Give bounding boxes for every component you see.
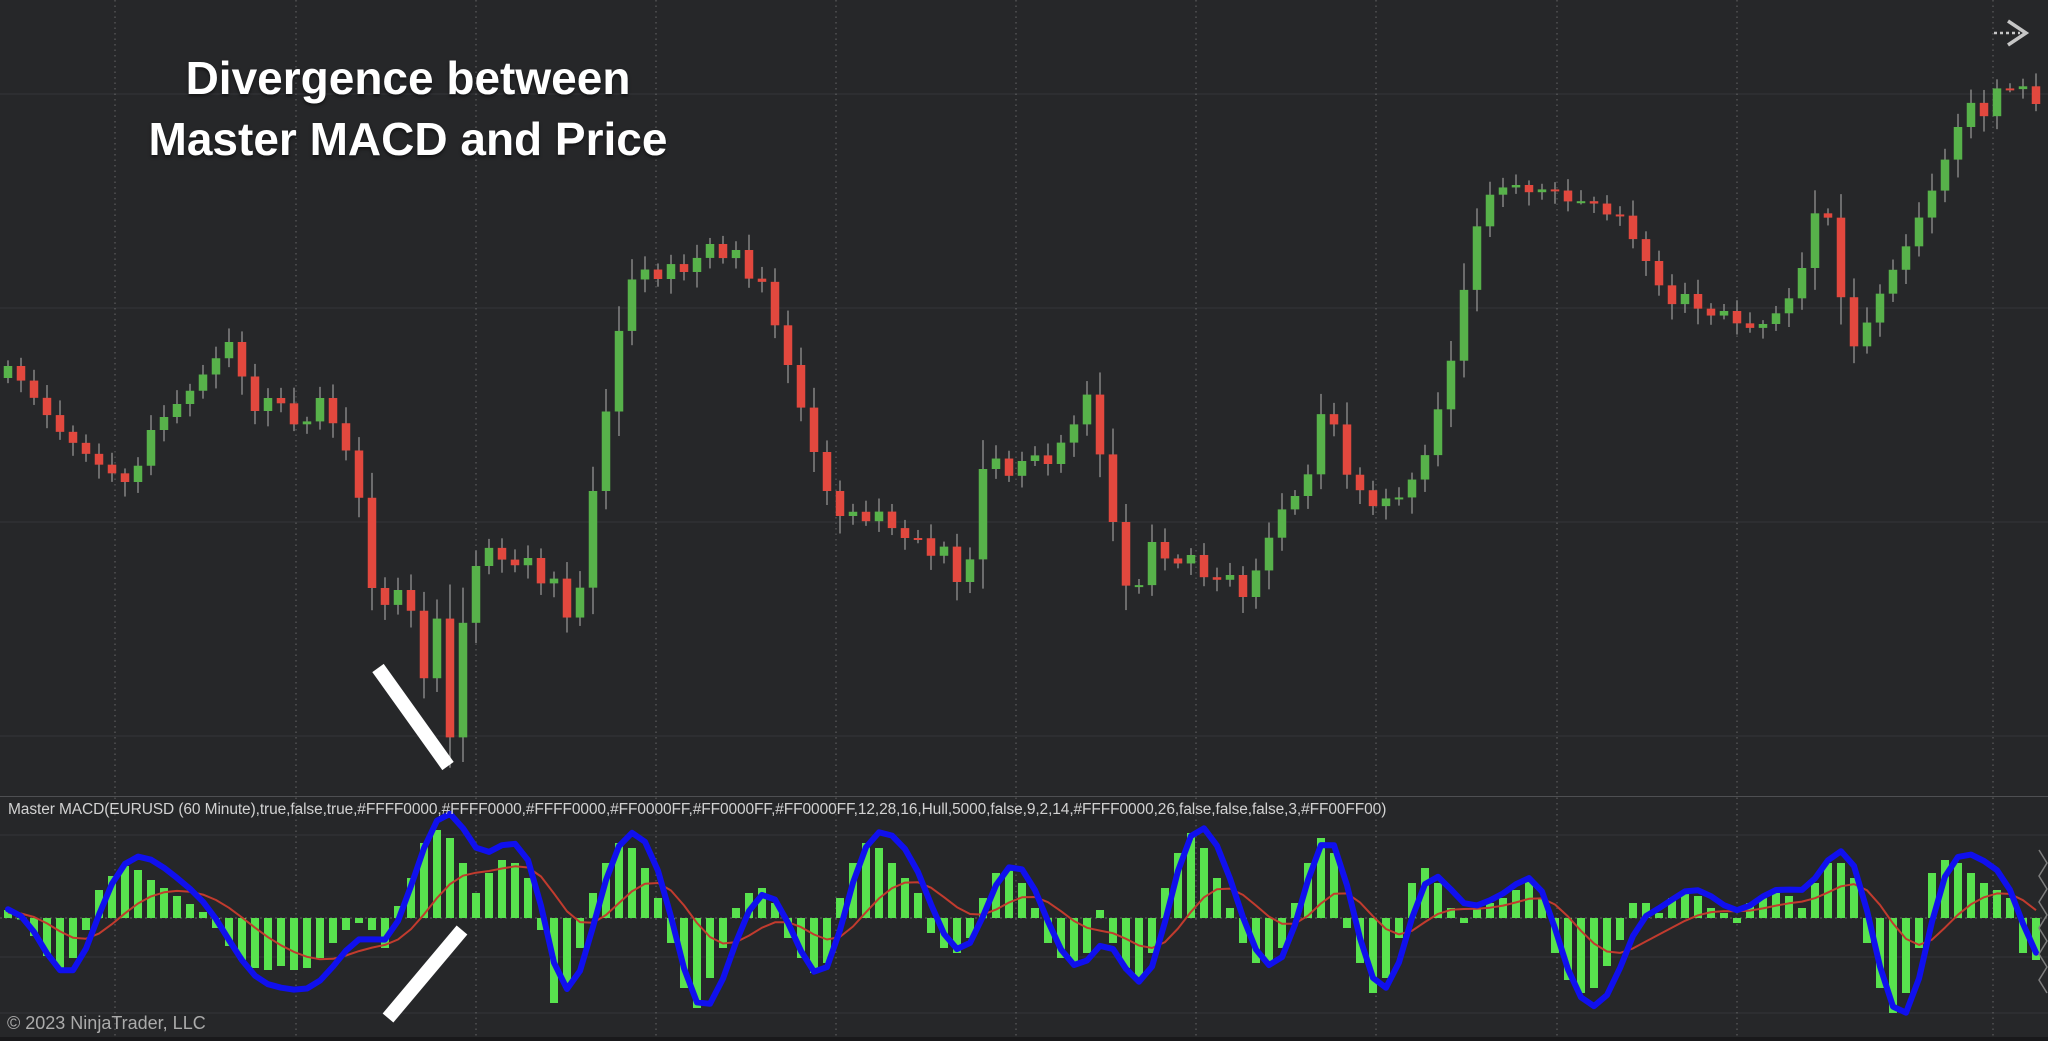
candlestick-series [3,73,2041,768]
go-to-latest-arrow-icon[interactable] [1994,19,2030,47]
macd-signal-line [7,865,2037,961]
window-bottom-edge [0,1037,2048,1041]
macd-main-line [5,810,2039,1016]
macd-divergence-line[interactable] [382,925,468,1023]
price-divergence-line[interactable] [372,663,454,771]
panel-divider[interactable] [0,796,2048,797]
panel-edge-zigzag [2038,849,2048,994]
